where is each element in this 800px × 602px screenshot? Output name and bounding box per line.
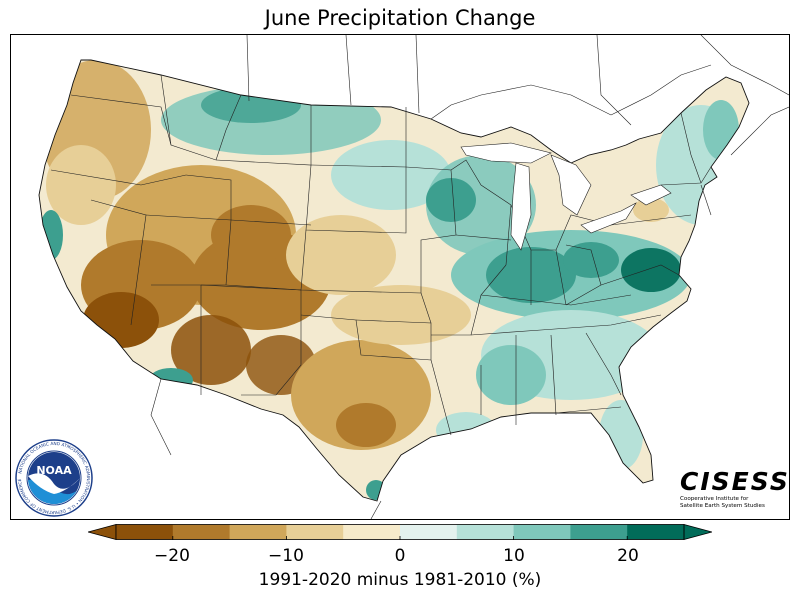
colorbar-bin (627, 524, 685, 540)
colorbar (88, 524, 712, 540)
colorbar-bin (513, 524, 571, 540)
map-panel[interactable] (10, 34, 790, 520)
colorbar-tick-label: 10 (503, 546, 525, 566)
colorbar-extend-low (88, 524, 117, 540)
colorbar-extend-high (683, 524, 712, 540)
map-title: June Precipitation Change (264, 6, 536, 30)
great-lakes (460, 142, 672, 251)
colorbar-tick-label: −20 (154, 546, 190, 566)
colorbar-bin (400, 524, 458, 540)
colorbar-bin (456, 524, 515, 540)
cisess-subtitle-1: Cooperative Institute for (680, 496, 749, 502)
precipitation-map (38, 35, 789, 519)
us-outline (38, 59, 750, 502)
precipitation-field (39, 60, 749, 501)
colorbar-bin (229, 524, 287, 540)
colorbar-label: 1991-2020 minus 1981-2010 (%) (258, 570, 542, 590)
colorbar-tick-label: 20 (617, 546, 639, 566)
colorbar-bin (343, 524, 401, 540)
cisess-wordmark: CISESS (680, 467, 790, 496)
cisess-logo: CISESS Cooperative Institute for Satelli… (680, 467, 790, 510)
cisess-subtitle-2: Satellite Earth System Studies (680, 503, 765, 509)
noaa-logo-text: NOAA (36, 464, 72, 477)
colorbar-tick-label: 0 (394, 546, 406, 566)
colorbar-bin (172, 524, 231, 540)
colorbar-tick-label: −10 (268, 546, 304, 566)
noaa-logo: NOAA NATIONAL OCEANIC AND ATMOSPHERIC AD… (14, 438, 94, 518)
colorbar-bin (570, 524, 628, 540)
colorbar-bin (116, 524, 174, 540)
colorbar-bin (286, 524, 344, 540)
international-borders (150, 35, 789, 519)
